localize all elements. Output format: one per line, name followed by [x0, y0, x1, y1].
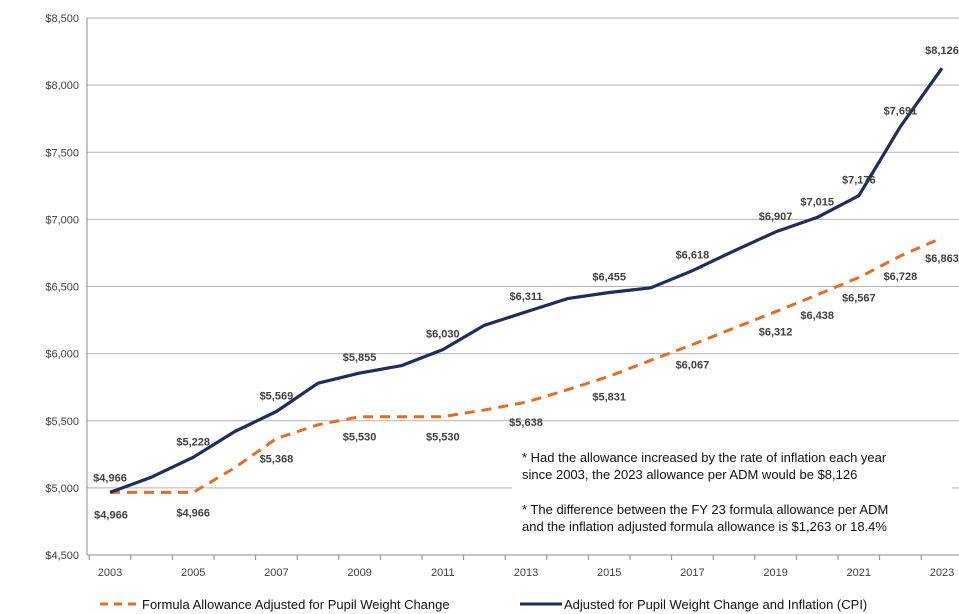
x-tick-label: 2021	[847, 567, 871, 579]
data-label: $4,966	[94, 509, 128, 521]
x-tick-label: 2007	[264, 567, 288, 579]
x-tick-label: 2011	[431, 567, 455, 579]
x-tick-label: 2023	[930, 567, 954, 579]
data-label: $6,907	[759, 211, 793, 223]
data-label: $6,567	[842, 293, 876, 305]
data-label: $4,966	[176, 507, 210, 519]
x-tick-label: 2017	[680, 567, 704, 579]
data-label: $4,966	[93, 472, 127, 484]
legend-label-formula-allowance: Formula Allowance Adjusted for Pupil Wei…	[142, 597, 450, 612]
data-label: $5,368	[260, 453, 294, 465]
data-label: $6,438	[800, 310, 834, 322]
legend-label-inflation-adjusted: Adjusted for Pupil Weight Change and Inf…	[564, 597, 867, 612]
data-label: $7,176	[842, 175, 876, 187]
data-label: $6,455	[592, 272, 626, 284]
x-tick-label: 2003	[98, 567, 122, 579]
grid-lines	[87, 17, 959, 489]
data-label: $6,067	[676, 360, 710, 372]
data-label: $7,691	[884, 106, 918, 118]
data-label: $5,569	[260, 390, 294, 402]
data-label: $6,030	[426, 329, 460, 341]
data-labels: $4,966 $4,966 $5,368 $5,530 $5,530 $5,638 $5,8…	[93, 45, 959, 521]
data-label: $5,831	[592, 391, 626, 403]
data-label: $6,863	[925, 253, 959, 265]
legend: Formula Allowance Adjusted for Pupil Wei…	[100, 597, 867, 612]
data-label: $6,618	[676, 250, 710, 262]
data-label: $5,228	[176, 436, 210, 448]
x-tick-label: 2009	[347, 567, 371, 579]
data-label: $5,638	[509, 417, 543, 429]
series-line-inflation-adjusted	[109, 67, 944, 494]
data-label: $5,530	[343, 432, 377, 444]
annotation-1-line-2: since 2003, the 2023 allowance per ADM w…	[522, 467, 857, 482]
data-label: $8,126	[925, 45, 959, 57]
y-tick-label: $7,500	[45, 147, 79, 159]
data-label: $5,530	[426, 432, 460, 444]
data-label: $6,311	[509, 291, 542, 303]
x-tick-label: 2013	[514, 567, 538, 579]
data-label: $6,728	[884, 271, 918, 283]
y-tick-label: $8,000	[45, 80, 79, 92]
y-tick-label: $5,500	[45, 416, 79, 428]
series-lines	[109, 67, 944, 494]
y-tick-label: $7,000	[45, 214, 79, 226]
data-label: $6,312	[759, 327, 793, 339]
annotation-1-line-1: * Had the allowance increased by the rat…	[522, 450, 887, 465]
series-line-formula-allowance	[110, 236, 943, 494]
x-tick-label: 2015	[597, 567, 621, 579]
y-tick-label: $8,500	[45, 13, 79, 25]
x-tick-label: 2019	[763, 567, 787, 579]
annotation-box: * Had the allowance increased by the rat…	[512, 446, 952, 542]
data-label: $7,015	[800, 196, 834, 208]
y-tick-label: $6,000	[45, 349, 79, 361]
annotation-2-line-1: * The difference between the FY 23 formu…	[522, 502, 888, 517]
y-tick-label: $5,000	[45, 483, 79, 495]
axes: $4,500 $5,000 $5,500 $6,000 $6,500 $7,000 $7,5…	[45, 13, 959, 579]
x-tick-label: 2005	[181, 567, 205, 579]
data-label: $5,855	[343, 352, 377, 364]
annotation-background	[512, 446, 952, 542]
y-tick-label: $6,500	[45, 282, 79, 294]
y-tick-label: $4,500	[45, 550, 79, 562]
annotation-2-line-2: and the inflation adjusted formula allow…	[522, 519, 887, 534]
